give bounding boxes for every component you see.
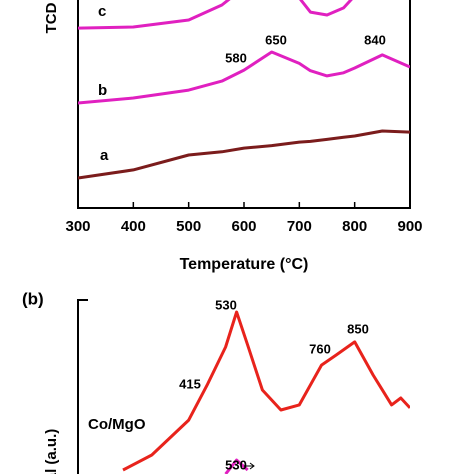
data-line bbox=[78, 129, 410, 180]
annotation: 760 bbox=[309, 341, 331, 356]
data-line bbox=[78, 50, 410, 105]
axis-frame bbox=[77, 0, 411, 209]
plot-area bbox=[122, 310, 410, 474]
series-label: a bbox=[100, 147, 109, 164]
data-line bbox=[78, 0, 353, 30]
annotation: 580 bbox=[225, 50, 247, 65]
x-tick-label: 700 bbox=[287, 218, 312, 235]
panel-a: 300 400 500 600 700 800 900 a b c 580 650 840 Tempera… bbox=[43, 0, 423, 273]
annotation: 530 bbox=[225, 457, 247, 472]
annotation: 650 bbox=[265, 32, 287, 47]
annotation: 415 bbox=[179, 376, 201, 391]
series-label: b bbox=[98, 82, 107, 99]
axis-frame bbox=[77, 299, 88, 474]
y-axis-label: TCD bbox=[43, 2, 60, 33]
series-label: Co/MgO bbox=[88, 416, 146, 433]
data-line bbox=[224, 458, 249, 474]
annotation: 850 bbox=[347, 321, 369, 336]
plot-area bbox=[78, 0, 410, 180]
data-line bbox=[122, 310, 410, 472]
panel-label: (b) bbox=[22, 289, 44, 308]
series-label: c bbox=[98, 3, 106, 20]
x-tick-label: 800 bbox=[342, 218, 367, 235]
y-axis-label: al (a.u.) bbox=[43, 429, 60, 474]
x-tick-label: 500 bbox=[176, 218, 201, 235]
x-tick-label: 400 bbox=[121, 218, 146, 235]
annotation: 530 bbox=[215, 297, 237, 312]
annotation: 840 bbox=[364, 32, 386, 47]
x-tick-label: 600 bbox=[231, 218, 256, 235]
arrow bbox=[244, 462, 255, 470]
x-tick-label: 300 bbox=[65, 218, 90, 235]
panel-b: Co/MgO 415 530 760 850 530 al (a.u.) (b) bbox=[22, 289, 410, 474]
x-axis-label: Temperature (°C) bbox=[180, 256, 309, 273]
x-tick-label: 900 bbox=[397, 218, 422, 235]
